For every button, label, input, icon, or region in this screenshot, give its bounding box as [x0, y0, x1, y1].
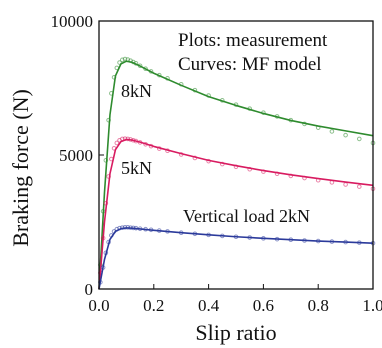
measurement-point [114, 140, 120, 146]
measurement-point [343, 132, 348, 138]
series-label-2kn: Vertical load 2kN [183, 206, 310, 226]
x-tick-label: 1.0 [362, 296, 382, 315]
ticks-layer: 0.0 0.2 0.4 0.6 0.8 1.0 0 5000 10000 [51, 12, 382, 315]
measurement-point [329, 129, 335, 134]
plots-annotation: Plots: measurement [178, 30, 328, 51]
x-axis-title: Slip ratio [195, 320, 276, 345]
x-tick-label: 0.6 [253, 296, 274, 315]
model-curve [98, 138, 374, 290]
y-tick-label: 0 [85, 280, 94, 299]
measurement-point [122, 56, 128, 62]
curves-annotation: Curves: MF model [178, 54, 322, 75]
x-tick-label: 0.8 [308, 296, 329, 315]
x-tick-label: 0.0 [88, 296, 109, 315]
measurement-point [343, 182, 348, 187]
measurement-point [357, 184, 362, 189]
model-curve [98, 227, 374, 290]
x-tick-label: 0.2 [143, 296, 164, 315]
measurement-point [119, 57, 125, 63]
series-group-2 [98, 225, 376, 290]
series-group-0 [98, 56, 376, 290]
measurement-point [357, 136, 362, 142]
y-tick-label: 5000 [59, 146, 93, 165]
measurement-point [117, 60, 122, 65]
y-tick-label: 10000 [51, 12, 94, 31]
series-label-8kn: 8kN [121, 81, 152, 101]
series-label-5kn: 5kN [121, 158, 152, 178]
y-axis-title: Braking force (N) [8, 89, 33, 247]
x-tick-label: 0.4 [198, 296, 220, 315]
model-curve [98, 60, 374, 290]
measurement-point [106, 117, 111, 123]
